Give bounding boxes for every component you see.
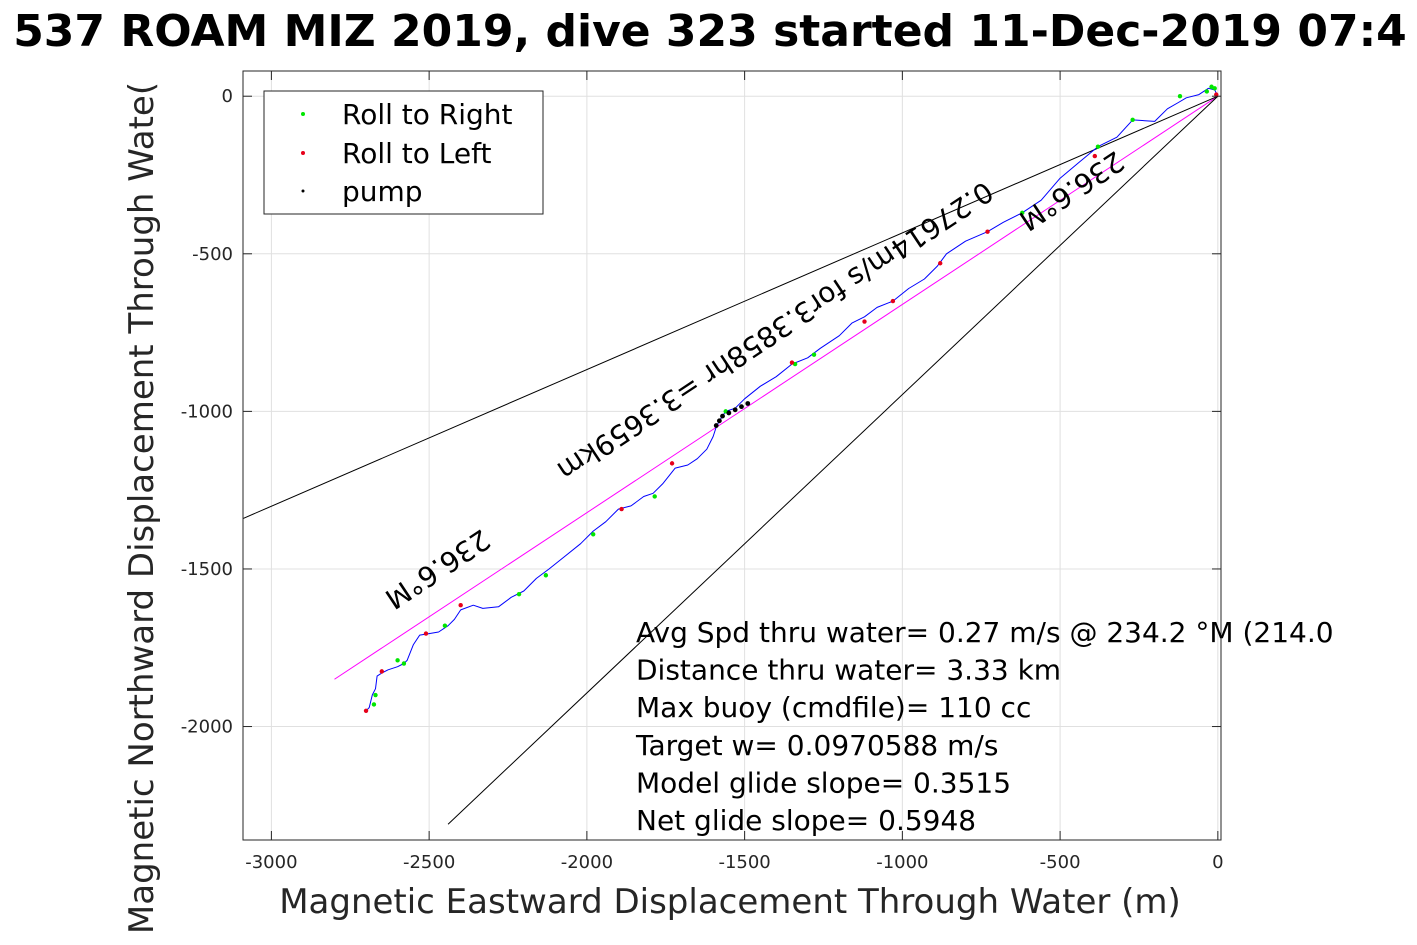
pump-point bbox=[732, 407, 738, 413]
roll-right-point bbox=[652, 494, 657, 499]
roll-right-point bbox=[811, 352, 817, 357]
track-layer bbox=[365, 87, 1219, 712]
x-tick-label: 0 bbox=[1212, 852, 1223, 873]
pump-point bbox=[745, 401, 751, 406]
roll-right-point bbox=[1095, 144, 1101, 149]
heading-line bbox=[334, 95, 1219, 680]
y-tick-label: -500 bbox=[192, 244, 233, 265]
roll-right-point bbox=[543, 573, 549, 578]
roll-right-point bbox=[1204, 89, 1210, 94]
legend-marker-pump bbox=[301, 189, 305, 193]
roll-left-point bbox=[458, 603, 463, 608]
x-tick-label: -500 bbox=[1040, 852, 1081, 873]
roll-left-point bbox=[890, 298, 896, 304]
legend-marker-roll-right bbox=[301, 112, 305, 116]
y-tick-label: 0 bbox=[222, 86, 233, 107]
roll-right-point bbox=[590, 532, 596, 537]
tick-labels: -3000 -2500 -2000 -1500 -1000 -500 0 0 -500 -1000… bbox=[181, 71, 1224, 873]
legend-box bbox=[263, 90, 544, 215]
roll-left-point bbox=[669, 461, 675, 466]
stats-line: Target w= 0.0970588 m/s bbox=[635, 729, 998, 762]
legend-label-roll-right: Roll to Right bbox=[342, 98, 513, 131]
x-tick-label: -3000 bbox=[245, 852, 297, 873]
cone-line-lower bbox=[447, 95, 1219, 825]
legend-marker-roll-left bbox=[301, 151, 305, 155]
y-tick-label: -1000 bbox=[181, 401, 233, 422]
roll-right-point bbox=[395, 658, 400, 663]
chart-title: 537 ROAM MIZ 2019, dive 323 started 11-D… bbox=[13, 6, 1407, 57]
x-axis-label: Magnetic Eastward Displacement Through W… bbox=[279, 882, 1181, 922]
x-tick-label: -1000 bbox=[876, 852, 928, 873]
roll-right-point bbox=[1020, 210, 1025, 216]
roll-left-point bbox=[862, 319, 867, 324]
roll-left-point bbox=[938, 261, 943, 266]
y-tick-label: -2000 bbox=[181, 717, 233, 738]
stats-line: Model glide slope= 0.3515 bbox=[636, 766, 1011, 799]
legend-label-pump: pump bbox=[342, 175, 423, 208]
pump-point bbox=[739, 404, 744, 410]
roll-right-point bbox=[516, 591, 522, 597]
roll-right-point bbox=[442, 623, 448, 628]
roll-right-point bbox=[1177, 94, 1183, 99]
x-tick-label: -2000 bbox=[561, 852, 613, 873]
stats-line: Max buoy (cmdfile)= 110 cc bbox=[636, 691, 1031, 724]
roll-left-point bbox=[379, 669, 385, 674]
roll-right-point bbox=[371, 702, 377, 707]
roll-right-point bbox=[373, 692, 378, 698]
reference-lines bbox=[242, 95, 1219, 825]
legend-label-roll-left: Roll to Left bbox=[342, 137, 491, 170]
x-tick-label: -2500 bbox=[403, 852, 455, 873]
y-tick-label: -1500 bbox=[181, 559, 233, 580]
stats-line: Avg Spd thru water= 0.27 m/s @ 234.2 °M … bbox=[636, 616, 1334, 649]
roll-left-point bbox=[789, 360, 795, 365]
x-tick-label: -1500 bbox=[718, 852, 770, 873]
roll-left-point bbox=[985, 229, 990, 234]
roll-right-point bbox=[1130, 117, 1135, 123]
roll-right-point bbox=[1209, 84, 1214, 89]
stats-line: Net glide slope= 0.5948 bbox=[636, 804, 976, 837]
stats-line: Distance thru water= 3.33 km bbox=[636, 654, 1061, 687]
cone-line-upper bbox=[242, 95, 1219, 519]
legend: Roll to Right Roll to Left pump bbox=[263, 90, 544, 215]
pump-point bbox=[726, 410, 732, 416]
pump-point bbox=[716, 418, 722, 424]
pump-point bbox=[713, 423, 719, 428]
roll-right-point bbox=[401, 661, 407, 666]
pump-point bbox=[720, 413, 725, 419]
roll-left-point bbox=[363, 708, 369, 713]
y-axis-label: Magnetic Northward Displacement Through … bbox=[122, 82, 162, 934]
roll-left-point bbox=[619, 506, 624, 512]
marker-layer bbox=[363, 84, 1219, 713]
track-line bbox=[365, 87, 1219, 712]
roll-left-point bbox=[423, 631, 429, 636]
roll-left-point bbox=[1092, 153, 1098, 159]
plot-frame bbox=[242, 70, 1222, 841]
stats-block: Avg Spd thru water= 0.27 m/s @ 234.2 °M … bbox=[635, 616, 1334, 837]
